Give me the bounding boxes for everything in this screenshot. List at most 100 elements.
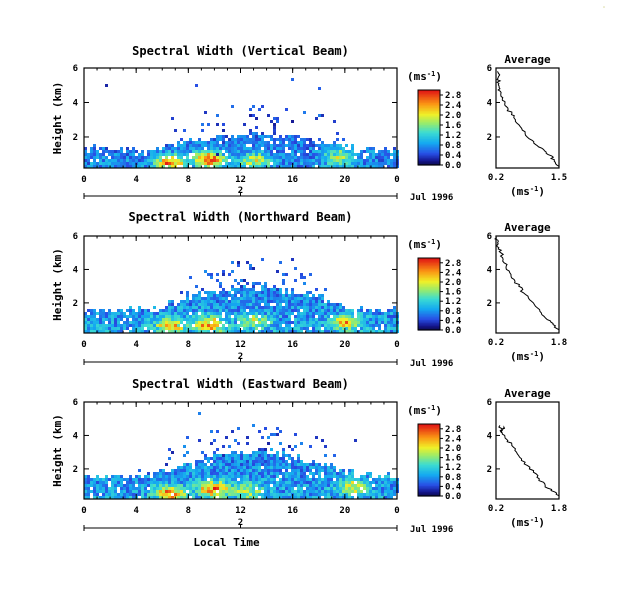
heatmap-cell xyxy=(132,147,135,150)
heatmap-cell xyxy=(321,165,324,168)
heatmap-cell xyxy=(294,318,297,321)
heatmap-cell xyxy=(234,478,237,481)
heatmap-cell xyxy=(90,330,93,333)
heatmap-cell xyxy=(222,303,225,306)
heatmap-cell xyxy=(216,475,219,478)
average-y-tick-label: 6 xyxy=(487,232,492,242)
heatmap-cell xyxy=(387,309,390,312)
heatmap-cell xyxy=(84,487,87,490)
heatmap-cell xyxy=(264,309,267,312)
heatmap-cell xyxy=(120,309,123,312)
heatmap-cell xyxy=(234,439,237,442)
average-x-tick-label: 1.8 xyxy=(551,504,567,514)
heatmap-cell xyxy=(315,318,318,321)
heatmap-cell xyxy=(243,159,246,162)
heatmap-cell xyxy=(114,153,117,156)
heatmap-cell xyxy=(276,496,279,499)
heatmap-cell xyxy=(237,463,240,466)
heatmap-cell xyxy=(213,481,216,484)
heatmap-cell xyxy=(342,318,345,321)
heatmap-cell xyxy=(246,153,249,156)
colorbar-tick-label: 2.0 xyxy=(445,444,461,454)
colorbar-tick-label: 0.4 xyxy=(445,316,462,326)
heatmap-cell xyxy=(180,478,183,481)
heatmap-cell xyxy=(324,324,327,327)
heatmap-cell xyxy=(213,312,216,315)
heatmap-cell xyxy=(210,318,213,321)
heatmap-cell xyxy=(342,315,345,318)
heatmap-cell xyxy=(201,321,204,324)
heatmap-cell xyxy=(327,487,330,490)
heatmap-cell xyxy=(195,306,198,309)
heatmap-cell xyxy=(276,454,279,457)
heatmap-cell xyxy=(201,475,204,478)
heatmap-cell xyxy=(384,475,387,478)
heatmap-cell xyxy=(177,478,180,481)
colorbar: (ms-1)2.82.42.01.61.20.80.40.0 xyxy=(407,404,462,502)
colorbar-tick-label: 0.8 xyxy=(445,141,461,151)
heatmap-cell xyxy=(351,469,354,472)
heatmap-cell xyxy=(240,285,243,288)
heatmap-cell xyxy=(321,439,324,442)
heatmap-cell xyxy=(237,484,240,487)
heatmap-cell xyxy=(90,150,93,153)
heatmap-cell xyxy=(333,144,336,147)
heatmap-cell xyxy=(261,141,264,144)
heatmap-cell xyxy=(252,114,255,117)
heatmap-cell xyxy=(219,291,222,294)
heatmap-cell xyxy=(156,147,159,150)
heatmap-cell xyxy=(288,147,291,150)
heatmap-cell xyxy=(309,144,312,147)
heatmap-cell xyxy=(222,297,225,300)
heatmap-cell xyxy=(258,138,261,141)
heatmap-cell xyxy=(309,291,312,294)
heatmap-cell xyxy=(357,496,360,499)
heatmap-cell xyxy=(246,327,249,330)
heatmap-cell xyxy=(267,324,270,327)
heatmap-cell xyxy=(330,150,333,153)
heatmap-cell xyxy=(222,496,225,499)
heatmap-cell xyxy=(219,144,222,147)
heatmap-cell xyxy=(255,147,258,150)
heatmap-cell xyxy=(264,448,267,451)
heatmap-cell xyxy=(297,469,300,472)
heatmap-cell xyxy=(156,330,159,333)
heatmap-cell xyxy=(348,330,351,333)
heatmap-cell xyxy=(333,153,336,156)
heatmap-cell xyxy=(246,436,249,439)
heatmap-cell xyxy=(222,144,225,147)
heatmap-cell xyxy=(159,478,162,481)
heatmap-cell xyxy=(225,294,228,297)
heatmap-cell xyxy=(336,306,339,309)
heatmap-cell xyxy=(339,150,342,153)
y-tick-label: 2 xyxy=(73,465,78,475)
heatmap-cell xyxy=(366,330,369,333)
heatmap-cell xyxy=(285,303,288,306)
heatmap-cell xyxy=(183,141,186,144)
heatmap-cell xyxy=(255,144,258,147)
heatmap-cell xyxy=(204,300,207,303)
heatmap-cell xyxy=(189,306,192,309)
colorbar-swatch xyxy=(418,431,440,434)
heatmap-cell xyxy=(291,478,294,481)
heatmap-cell xyxy=(270,291,273,294)
heatmap-cell xyxy=(147,153,150,156)
heatmap-cell xyxy=(231,300,234,303)
heatmap-cell xyxy=(273,306,276,309)
heatmap-cell xyxy=(369,150,372,153)
heatmap-cell xyxy=(90,309,93,312)
heatmap-cell xyxy=(249,138,252,141)
heatmap-cell xyxy=(315,469,318,472)
heatmap-cell xyxy=(90,147,93,150)
heatmap-cell xyxy=(90,312,93,315)
heatmap-cell xyxy=(342,162,345,165)
heatmap-cell xyxy=(276,475,279,478)
heatmap-cell xyxy=(132,162,135,165)
heatmap-cell xyxy=(297,454,300,457)
heatmap-cell xyxy=(288,493,291,496)
heatmap-cell xyxy=(114,321,117,324)
heatmap-cell xyxy=(393,312,396,315)
heatmap-cell xyxy=(210,291,213,294)
